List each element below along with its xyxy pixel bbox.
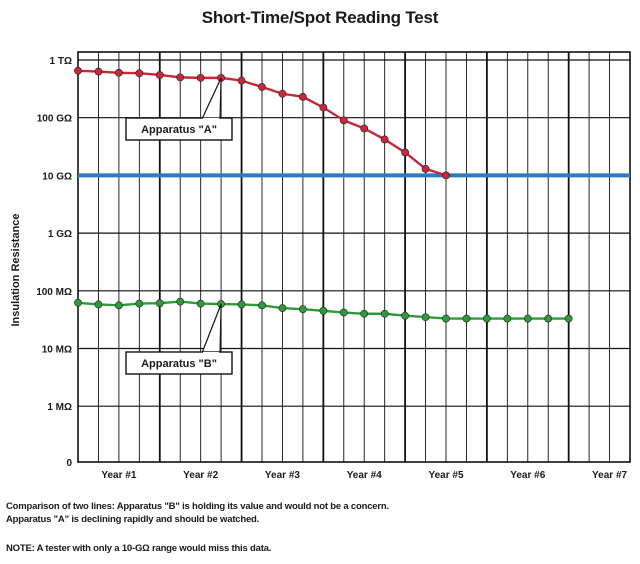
- data-point-apparatus-b: [421, 313, 430, 322]
- x-tick-label: Year #3: [265, 470, 300, 481]
- data-point-apparatus-a: [319, 103, 328, 112]
- y-tick-label: 100 MΩ: [36, 287, 72, 298]
- x-tick-label: Year #1: [101, 470, 136, 481]
- data-point-apparatus-b: [114, 301, 123, 310]
- note-tester-range: NOTE: A tester with only a 10-GΩ range w…: [6, 543, 272, 554]
- annotation-apparatus-b-box: [125, 351, 233, 375]
- y-tick-label: 1 MΩ: [47, 402, 72, 413]
- data-point-apparatus-b: [482, 314, 491, 323]
- note-comparison-line2: Apparatus "A" is declining rapidly and s…: [6, 514, 260, 525]
- data-point-apparatus-a: [360, 124, 369, 133]
- data-point-apparatus-a: [380, 135, 389, 144]
- data-point-apparatus-b: [380, 309, 389, 318]
- data-point-apparatus-a: [94, 67, 103, 76]
- data-point-apparatus-b: [237, 300, 246, 309]
- data-point-apparatus-a: [176, 73, 185, 82]
- chart-svg: Apparatus "A" Apparatus "B" 0 1 MΩ 10 MΩ 100…: [36, 51, 631, 481]
- data-point-apparatus-b: [462, 314, 471, 323]
- data-point-apparatus-b: [564, 314, 573, 323]
- x-tick-label: Year #5: [428, 470, 463, 481]
- data-point-apparatus-a: [196, 73, 205, 82]
- data-point-apparatus-a: [298, 92, 307, 101]
- series-group: [74, 66, 573, 323]
- data-point-apparatus-b: [544, 314, 553, 323]
- data-point-apparatus-b: [258, 301, 266, 310]
- data-point-apparatus-b: [360, 309, 369, 318]
- x-tick-label: Year #2: [183, 470, 218, 481]
- y-tick-label: 10 GΩ: [42, 171, 72, 182]
- x-tick-label: Year #7: [592, 470, 627, 481]
- annotation-apparatus-a-box: [125, 117, 233, 141]
- x-tick-label: Year #6: [510, 470, 545, 481]
- y-tick-label: 0: [66, 458, 72, 469]
- data-point-apparatus-a: [237, 76, 246, 85]
- data-point-apparatus-b: [135, 299, 144, 308]
- y-tick-label: 100 GΩ: [37, 114, 72, 125]
- data-point-apparatus-b: [401, 311, 410, 320]
- data-point-apparatus-b: [339, 308, 348, 317]
- data-point-apparatus-a: [74, 66, 82, 75]
- y-tick-label: 10 MΩ: [42, 345, 72, 356]
- annotation-apparatus-a-label: Apparatus "A": [141, 124, 217, 136]
- data-point-apparatus-b: [442, 314, 450, 323]
- data-point-apparatus-b: [74, 298, 82, 307]
- y-tick-label: 1 GΩ: [48, 229, 72, 240]
- data-point-apparatus-b: [503, 314, 512, 323]
- annotation-apparatus-b-label: Apparatus "B": [141, 358, 217, 370]
- y-tick-label: 1 TΩ: [50, 56, 72, 67]
- data-point-apparatus-b: [155, 299, 164, 308]
- data-point-apparatus-a: [339, 116, 348, 125]
- x-tick-label: Year #4: [347, 470, 382, 481]
- plot-area-frame: [77, 51, 631, 463]
- data-point-apparatus-a: [114, 68, 123, 77]
- data-point-apparatus-b: [94, 300, 103, 309]
- data-point-apparatus-b: [523, 314, 532, 323]
- data-point-apparatus-a: [442, 171, 450, 180]
- tick-labels: 0 1 MΩ 10 MΩ 100 MΩ 1 GΩ 10 GΩ 100 GΩ 1 TΩ Year …: [36, 56, 627, 481]
- grid: [77, 51, 631, 463]
- data-point-apparatus-a: [278, 89, 287, 98]
- data-point-apparatus-b: [176, 297, 185, 306]
- data-point-apparatus-b: [298, 305, 307, 314]
- data-point-apparatus-a: [401, 148, 410, 157]
- data-point-apparatus-b: [319, 306, 328, 315]
- chart-title: Short-Time/Spot Reading Test: [201, 8, 439, 27]
- data-point-apparatus-a: [421, 164, 430, 173]
- annotation-group: Apparatus "A" Apparatus "B": [125, 77, 233, 375]
- data-point-apparatus-a: [155, 71, 164, 79]
- data-point-apparatus-b: [278, 304, 287, 313]
- note-comparison-line1: Comparison of two lines: Apparatus "B" i…: [6, 501, 389, 512]
- data-point-apparatus-a: [258, 83, 266, 91]
- data-point-apparatus-b: [196, 299, 205, 308]
- data-point-apparatus-a: [135, 69, 144, 78]
